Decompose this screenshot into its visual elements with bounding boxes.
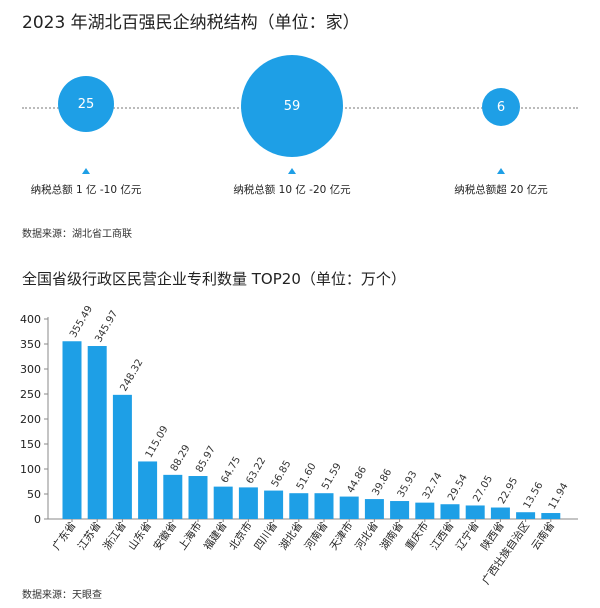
bar: [541, 513, 561, 519]
bar-value-label: 27.05: [471, 474, 495, 504]
bar: [87, 346, 107, 519]
y-tick-label: 100: [20, 463, 41, 476]
x-category-label: 上海市: [176, 519, 205, 552]
bubble-chart-source: 数据来源：湖北省工商联: [22, 229, 132, 240]
triangle-marker-icon: [497, 168, 505, 174]
x-category-label: 江西省: [428, 519, 457, 552]
bar: [490, 507, 510, 519]
bar: [264, 490, 284, 519]
bar: [213, 486, 233, 519]
bar: [440, 504, 460, 519]
bar: [188, 476, 208, 519]
x-category-label: 山东省: [125, 519, 154, 552]
x-category-label: 湖南省: [377, 519, 406, 552]
bubble-over-20: 6: [482, 88, 520, 126]
bar-value-label: 345.97: [93, 309, 120, 345]
bar-value-label: 248.32: [118, 358, 145, 394]
x-category-label: 北京市: [226, 519, 255, 552]
bar: [465, 505, 485, 519]
y-tick-label: 50: [27, 488, 41, 501]
bubble-10-20: 59: [241, 55, 343, 157]
bar-value-label: 51.59: [320, 461, 344, 491]
x-category-label: 辽宁省: [453, 519, 482, 552]
bar-value-label: 85.97: [194, 444, 218, 474]
bar-value-label: 13.56: [522, 480, 546, 510]
bubble-category-label: 纳税总额 1 亿 -10 亿元: [30, 184, 142, 196]
y-tick-label: 0: [34, 513, 41, 526]
bar: [62, 341, 82, 519]
x-category-label: 浙江省: [100, 519, 129, 552]
x-category-label: 江苏省: [75, 519, 104, 552]
bubble-value: 25: [77, 96, 95, 112]
bar: [112, 394, 132, 519]
x-category-label: 四川省: [251, 519, 280, 552]
bar-chart-source: 数据来源：天眼查: [22, 590, 102, 601]
bar-value-label: 64.75: [219, 455, 243, 485]
bar-chart-title: 全国省级行政区民营企业专利数量 TOP20（单位：万个）: [22, 270, 406, 288]
bar: [289, 493, 309, 519]
x-category-label: 河北省: [352, 519, 381, 552]
bubble-value: 6: [496, 99, 506, 115]
y-tick-label: 300: [20, 363, 41, 376]
y-tick-label: 200: [20, 413, 41, 426]
bar: [390, 501, 410, 519]
y-tick-label: 400: [20, 313, 41, 326]
x-category-label: 福建省: [201, 519, 230, 552]
y-tick-label: 250: [20, 388, 41, 401]
bar-value-label: 44.86: [345, 465, 369, 495]
bubble-1-10: 25: [58, 76, 114, 132]
bar: [339, 496, 359, 519]
bar: [238, 487, 258, 519]
bar-value-label: 63.22: [244, 456, 268, 486]
x-category-label: 安徽省: [151, 519, 180, 552]
x-category-label: 重庆市: [403, 519, 432, 552]
triangle-marker-icon: [82, 168, 90, 174]
bar-value-label: 22.95: [496, 476, 520, 506]
bar: [415, 502, 435, 519]
bar-value-label: 115.09: [144, 424, 171, 460]
bar-value-label: 56.85: [270, 459, 294, 489]
bar: [163, 474, 183, 519]
x-category-label: 广西壮族自治区: [479, 519, 532, 587]
bar: [364, 499, 384, 519]
bar-value-label: 11.94: [547, 481, 571, 511]
bar-value-label: 39.86: [370, 467, 394, 497]
bar-value-label: 35.93: [396, 469, 420, 499]
bar: [516, 512, 536, 519]
bubble-chart-title: 2023 年湖北百强民企纳税结构（单位：家）: [22, 13, 360, 33]
y-tick-label: 350: [20, 338, 41, 351]
bar: [314, 493, 334, 519]
y-tick-label: 150: [20, 438, 41, 451]
bubble-category-label: 纳税总额超 20 亿元: [454, 184, 548, 196]
bubble-value: 59: [283, 98, 301, 114]
bar-value-label: 29.54: [446, 472, 470, 502]
bar-value-label: 51.60: [295, 461, 319, 491]
bar-value-label: 355.49: [68, 304, 95, 340]
x-category-label: 天津市: [327, 519, 356, 552]
bar-value-label: 32.74: [421, 471, 445, 501]
x-category-label: 湖北省: [277, 519, 306, 552]
bar: [138, 461, 158, 519]
x-category-label: 云南省: [529, 519, 558, 552]
triangle-marker-icon: [288, 168, 296, 174]
bar-value-label: 88.29: [169, 443, 193, 473]
x-category-label: 广东省: [50, 519, 79, 552]
bubble-category-label: 纳税总额 10 亿 -20 亿元: [233, 184, 351, 196]
bar-chart: 0 50 100 150 200 250 300 350 400 355.49 广东省 345.97 江…: [20, 304, 578, 587]
x-category-label: 河南省: [302, 519, 331, 552]
